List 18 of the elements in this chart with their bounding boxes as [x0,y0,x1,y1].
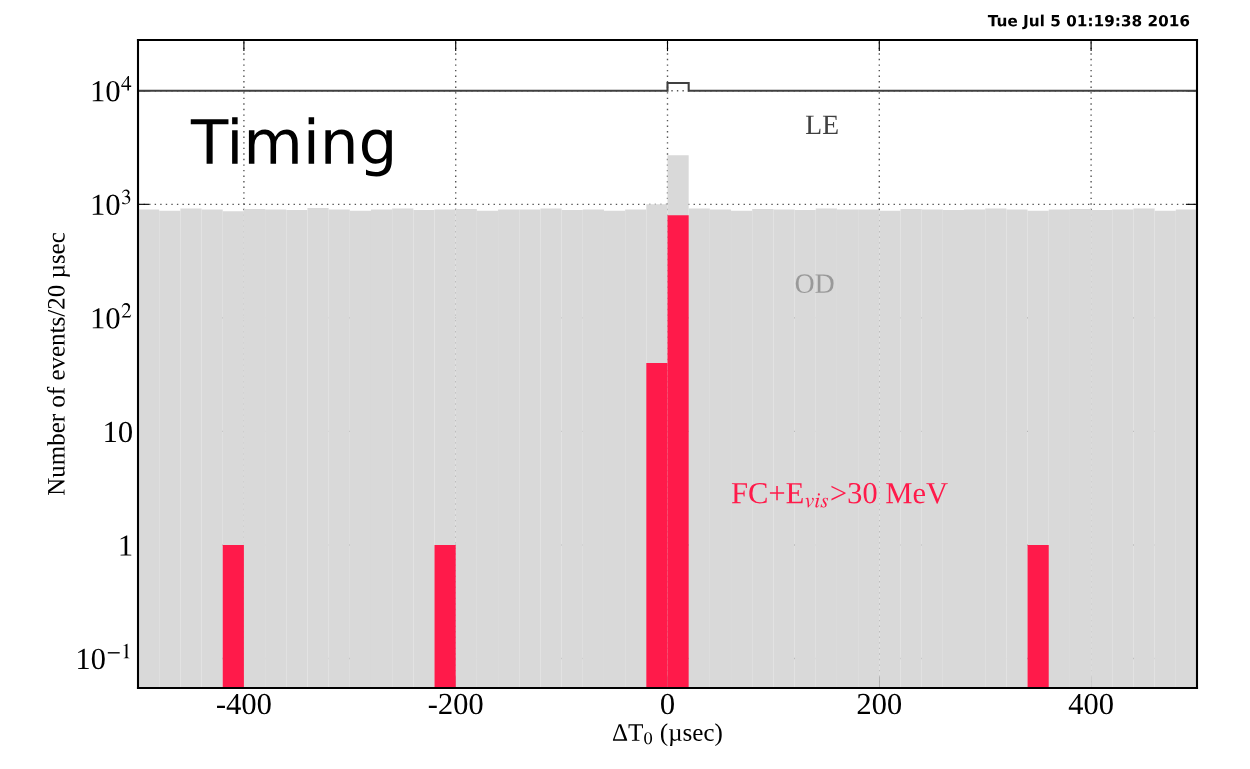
series-label: OD [795,274,834,293]
y-tick-label: 10$^{4}$ [92,76,132,102]
y-tick-label: 10$^{2}$ [92,303,132,329]
x-tick-label: 200 [857,693,902,715]
text: Tue Jul 5 01:19:38 2016 [987,14,1190,30]
x-tick-label: -400 [217,693,271,715]
y-axis-title: Number of events/20 µsec [46,232,70,496]
x-tick-label: -200 [428,693,483,715]
series-label: LE [805,115,838,134]
x-tick-label: 400 [1068,693,1113,715]
y-tick-label: 10 [105,421,132,443]
series-label: FC+E$_{vis}$>30 MeV [731,482,948,508]
y-tick-label: 10$^{−1}$ [78,643,130,670]
x-tick-label: 0 [661,693,674,715]
y-tick-label: 10$^{3}$ [92,189,131,216]
y-tick-label: 1 [120,535,132,556]
x-axis-title: ΔT$_{0}$ (µsec) [612,723,722,747]
annotation: Timing [190,117,392,177]
